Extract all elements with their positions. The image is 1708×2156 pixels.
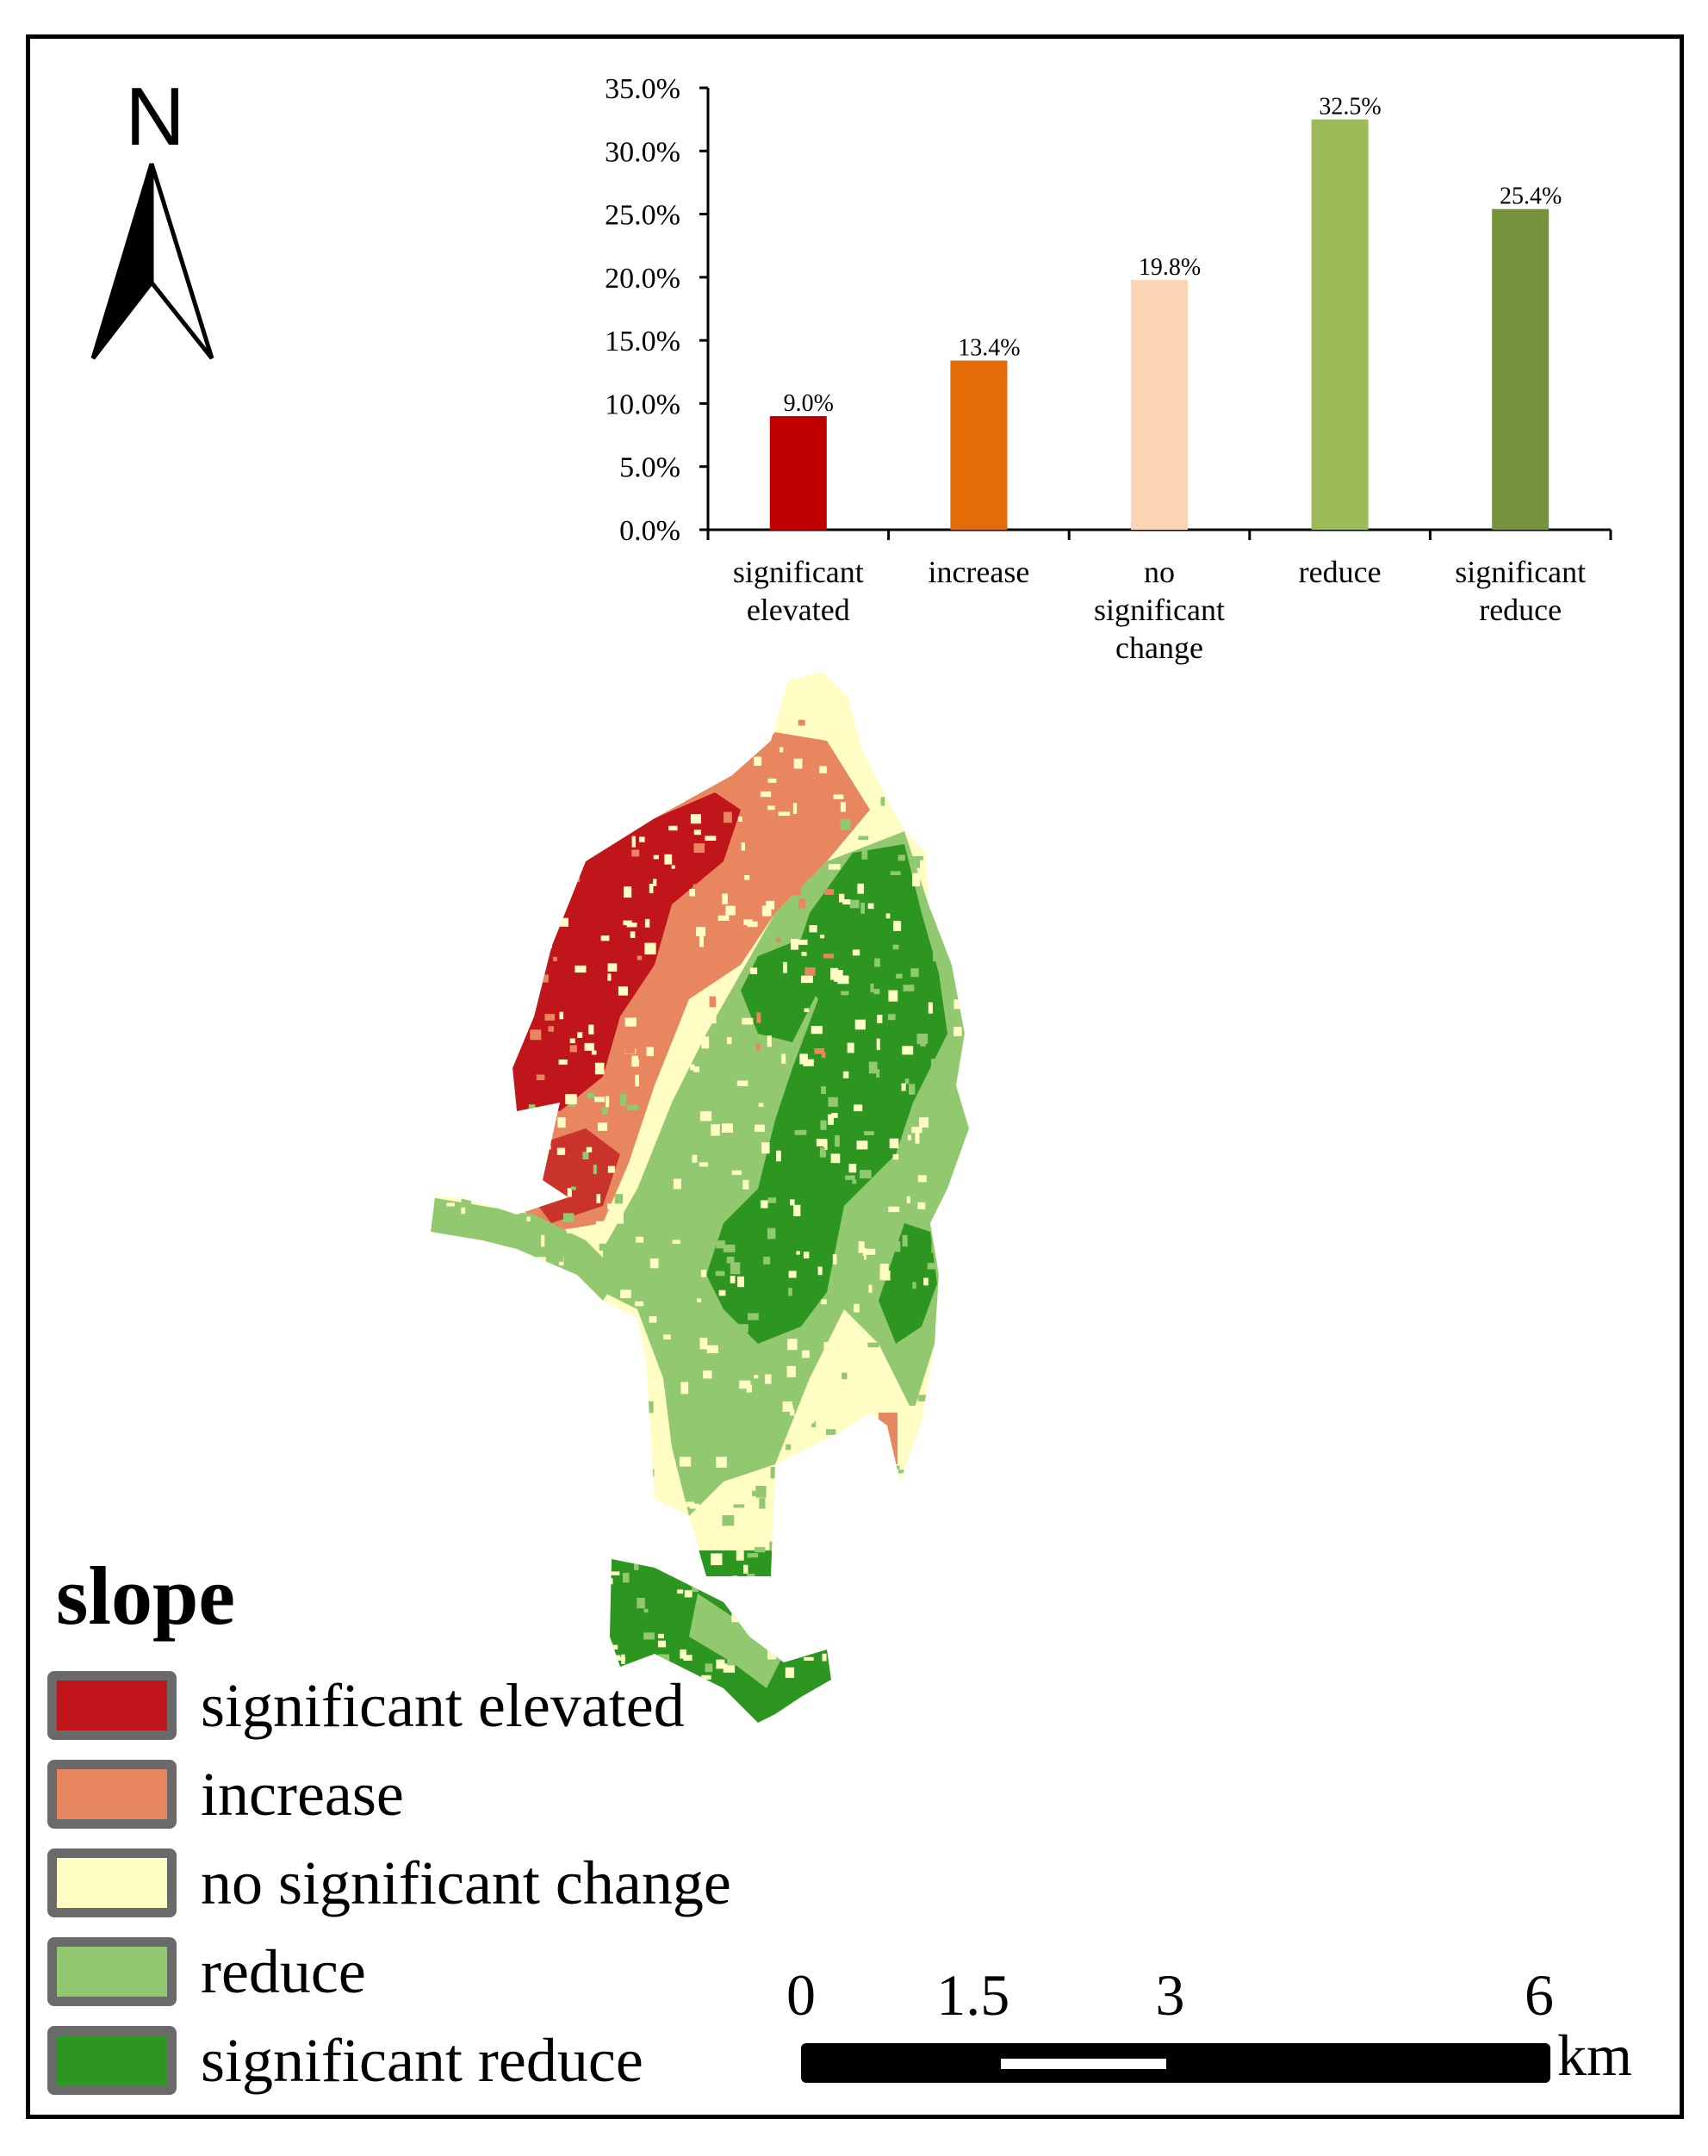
y-tick-label: 10.0%: [605, 388, 680, 420]
bar: [769, 416, 827, 530]
map-region-significant-reduce: [706, 844, 947, 1344]
category-label: significant: [1455, 555, 1586, 589]
legend-swatch: [47, 1671, 177, 1740]
north-letter: N: [125, 71, 185, 163]
legend-item: increase: [47, 1747, 404, 1842]
category-label: reduce: [1479, 593, 1562, 627]
scale-tick-label: 6: [1525, 1962, 1554, 2028]
category-label: change: [1115, 631, 1203, 665]
slope-change-bar-chart: 35.0% 30.0% 25.0% 20.0% 15.0% 10.0% 5.0% 0.0% 9.…: [605, 73, 1612, 665]
legend-swatch: [47, 1760, 177, 1829]
scale-tick-label: 0: [786, 1962, 816, 2028]
bar: [1311, 119, 1369, 530]
y-tick-label: 20.0%: [605, 263, 680, 295]
legend-item: reduce: [47, 1924, 366, 2019]
bar-value-label: 32.5%: [1319, 94, 1381, 121]
category-label: increase: [928, 555, 1029, 589]
bar: [1131, 279, 1188, 530]
y-tick-label: 35.0%: [605, 73, 680, 105]
map-region-south-strip-increase: [879, 1413, 897, 1464]
legend-swatch: [47, 1937, 177, 2006]
legend-title: slope: [56, 1550, 236, 1642]
north-arrow-icon: [90, 163, 214, 360]
bar-value-label: 19.8%: [1139, 254, 1201, 281]
y-tick-label: 5.0%: [619, 452, 680, 484]
legend-swatch: [47, 1848, 177, 1917]
legend-item: no significant change: [47, 1836, 731, 1930]
category-label: elevated: [747, 593, 850, 627]
legend-swatch: [47, 2026, 177, 2095]
north-arrow: N: [86, 76, 224, 369]
scale-tick-label: 3: [1155, 1962, 1185, 2028]
category-label: reduce: [1299, 555, 1382, 589]
category-label: significant: [733, 555, 864, 589]
y-tick-label: 0.0%: [619, 515, 680, 547]
bar-value-label: 25.4%: [1500, 183, 1562, 210]
scale-unit: km: [1557, 2022, 1632, 2088]
category-label: no: [1144, 555, 1175, 589]
legend-label: significant elevated: [201, 1671, 685, 1740]
scale-tick-label: 1.5: [936, 1962, 1010, 2028]
map-region-significant-reduce-east: [879, 1223, 937, 1344]
bar: [950, 360, 1008, 530]
bar-value-label: 9.0%: [784, 390, 834, 417]
y-tick-label: 25.0%: [605, 200, 680, 232]
category-label: significant: [1094, 593, 1225, 627]
y-tick-label: 30.0%: [605, 136, 680, 168]
bar: [1492, 208, 1550, 531]
legend-item: significant elevated: [47, 1658, 685, 1753]
legend-item: significant reduce: [47, 2013, 643, 2108]
legend-label: no significant change: [201, 1848, 731, 1917]
map-region-south-fringe-light: [689, 1594, 784, 1688]
legend-label: reduce: [201, 1937, 366, 2006]
legend-label: significant reduce: [201, 2026, 643, 2095]
bar-value-label: 13.4%: [958, 335, 1020, 362]
legend-label: increase: [201, 1760, 404, 1829]
y-tick-label: 15.0%: [605, 326, 680, 357]
map-region-significant-elevated: [512, 792, 741, 1111]
